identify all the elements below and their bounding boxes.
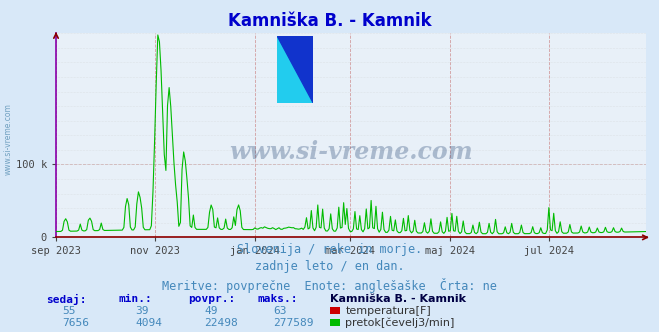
Text: 22498: 22498 <box>204 318 238 328</box>
Text: maks.:: maks.: <box>257 294 297 304</box>
Polygon shape <box>277 36 314 103</box>
Polygon shape <box>277 36 314 103</box>
Text: zadnje leto / en dan.: zadnje leto / en dan. <box>254 260 405 273</box>
Text: 4094: 4094 <box>135 318 162 328</box>
Text: 63: 63 <box>273 306 287 316</box>
Text: 277589: 277589 <box>273 318 314 328</box>
Text: 7656: 7656 <box>63 318 90 328</box>
Text: 49: 49 <box>204 306 217 316</box>
Text: pretok[čevelj3/min]: pretok[čevelj3/min] <box>345 318 455 328</box>
Text: povpr.:: povpr.: <box>188 294 235 304</box>
Text: www.si-vreme.com: www.si-vreme.com <box>4 104 13 175</box>
Polygon shape <box>277 36 314 103</box>
Text: sedaj:: sedaj: <box>46 294 86 305</box>
Text: Slovenija / reke in morje.: Slovenija / reke in morje. <box>237 243 422 256</box>
Text: 55: 55 <box>63 306 76 316</box>
Text: min.:: min.: <box>119 294 152 304</box>
Text: Kamniška B. - Kamnik: Kamniška B. - Kamnik <box>330 294 465 304</box>
Text: Meritve: povprečne  Enote: anglešaške  Črta: ne: Meritve: povprečne Enote: anglešaške Črt… <box>162 278 497 292</box>
Text: www.si-vreme.com: www.si-vreme.com <box>229 140 473 164</box>
Text: Kamniška B. - Kamnik: Kamniška B. - Kamnik <box>228 12 431 30</box>
Text: temperatura[F]: temperatura[F] <box>345 306 431 316</box>
Text: 39: 39 <box>135 306 148 316</box>
